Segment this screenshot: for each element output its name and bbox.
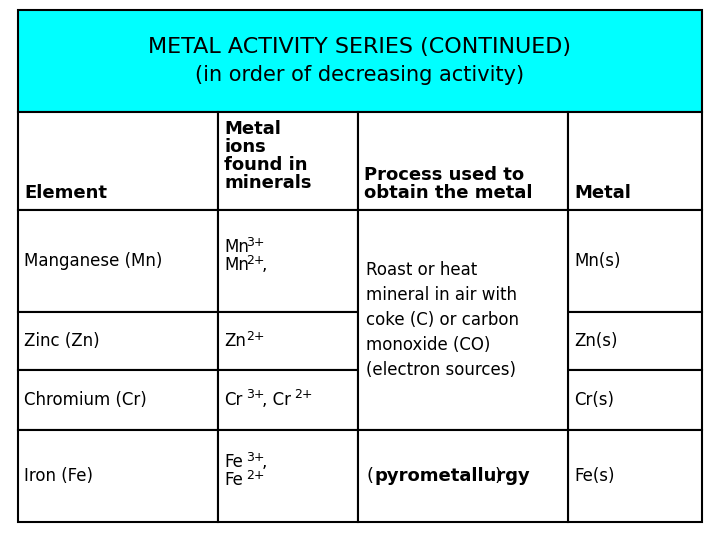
- Text: Process used to: Process used to: [364, 166, 524, 184]
- Text: Manganese (Mn): Manganese (Mn): [24, 252, 163, 270]
- Text: Element: Element: [24, 184, 107, 202]
- Text: Mn(s): Mn(s): [574, 252, 621, 270]
- Text: 3+: 3+: [246, 388, 264, 402]
- Bar: [218, 430, 358, 522]
- Text: Fe(s): Fe(s): [574, 467, 614, 485]
- Bar: [18, 430, 218, 522]
- Bar: [218, 370, 358, 430]
- Text: Metal: Metal: [574, 184, 631, 202]
- Text: Cr: Cr: [224, 391, 243, 409]
- Text: 3+: 3+: [246, 236, 264, 249]
- Bar: [218, 112, 358, 210]
- Bar: [18, 112, 218, 210]
- Text: Roast or heat
mineral in air with
coke (C) or carbon
monoxide (CO)
(electron sou: Roast or heat mineral in air with coke (…: [366, 261, 519, 379]
- Bar: [218, 210, 358, 312]
- Text: 2+: 2+: [246, 254, 264, 267]
- Bar: [568, 210, 702, 312]
- Bar: [568, 430, 702, 522]
- Text: Zn(s): Zn(s): [574, 332, 618, 350]
- Text: Chromium (Cr): Chromium (Cr): [24, 391, 147, 409]
- Text: Zn: Zn: [224, 332, 246, 350]
- Text: , Cr: , Cr: [262, 391, 291, 409]
- Text: obtain the metal: obtain the metal: [364, 184, 533, 202]
- Text: ): ): [495, 467, 502, 485]
- Text: Iron (Fe): Iron (Fe): [24, 467, 93, 485]
- Text: ,: ,: [262, 256, 267, 274]
- Text: Cr(s): Cr(s): [574, 391, 614, 409]
- Bar: [568, 312, 702, 370]
- Text: 2+: 2+: [294, 388, 312, 402]
- Bar: [358, 210, 568, 430]
- Text: Mn: Mn: [224, 256, 249, 274]
- Bar: [568, 370, 702, 430]
- Text: ions: ions: [224, 138, 266, 156]
- Bar: [18, 312, 218, 370]
- Text: METAL ACTIVITY SERIES (CONTINUED): METAL ACTIVITY SERIES (CONTINUED): [148, 37, 572, 57]
- Text: ,: ,: [262, 453, 267, 471]
- Bar: [218, 312, 358, 370]
- Text: 2+: 2+: [246, 329, 264, 342]
- Text: 2+: 2+: [246, 469, 264, 482]
- Text: minerals: minerals: [224, 174, 312, 192]
- Bar: [18, 210, 218, 312]
- Bar: [18, 370, 218, 430]
- Bar: [358, 430, 568, 522]
- Bar: [18, 10, 702, 112]
- Text: Fe: Fe: [224, 471, 243, 489]
- Bar: [568, 112, 702, 210]
- Text: found in: found in: [224, 156, 307, 174]
- Text: Zinc (Zn): Zinc (Zn): [24, 332, 99, 350]
- Text: Mn: Mn: [224, 238, 249, 256]
- Text: pyrometallurgy: pyrometallurgy: [375, 467, 531, 485]
- Text: Metal: Metal: [224, 120, 281, 138]
- Text: 3+: 3+: [246, 451, 264, 464]
- Text: (in order of decreasing activity): (in order of decreasing activity): [195, 65, 525, 85]
- Text: Fe: Fe: [224, 453, 243, 471]
- Text: (: (: [366, 467, 373, 485]
- Bar: [358, 112, 568, 210]
